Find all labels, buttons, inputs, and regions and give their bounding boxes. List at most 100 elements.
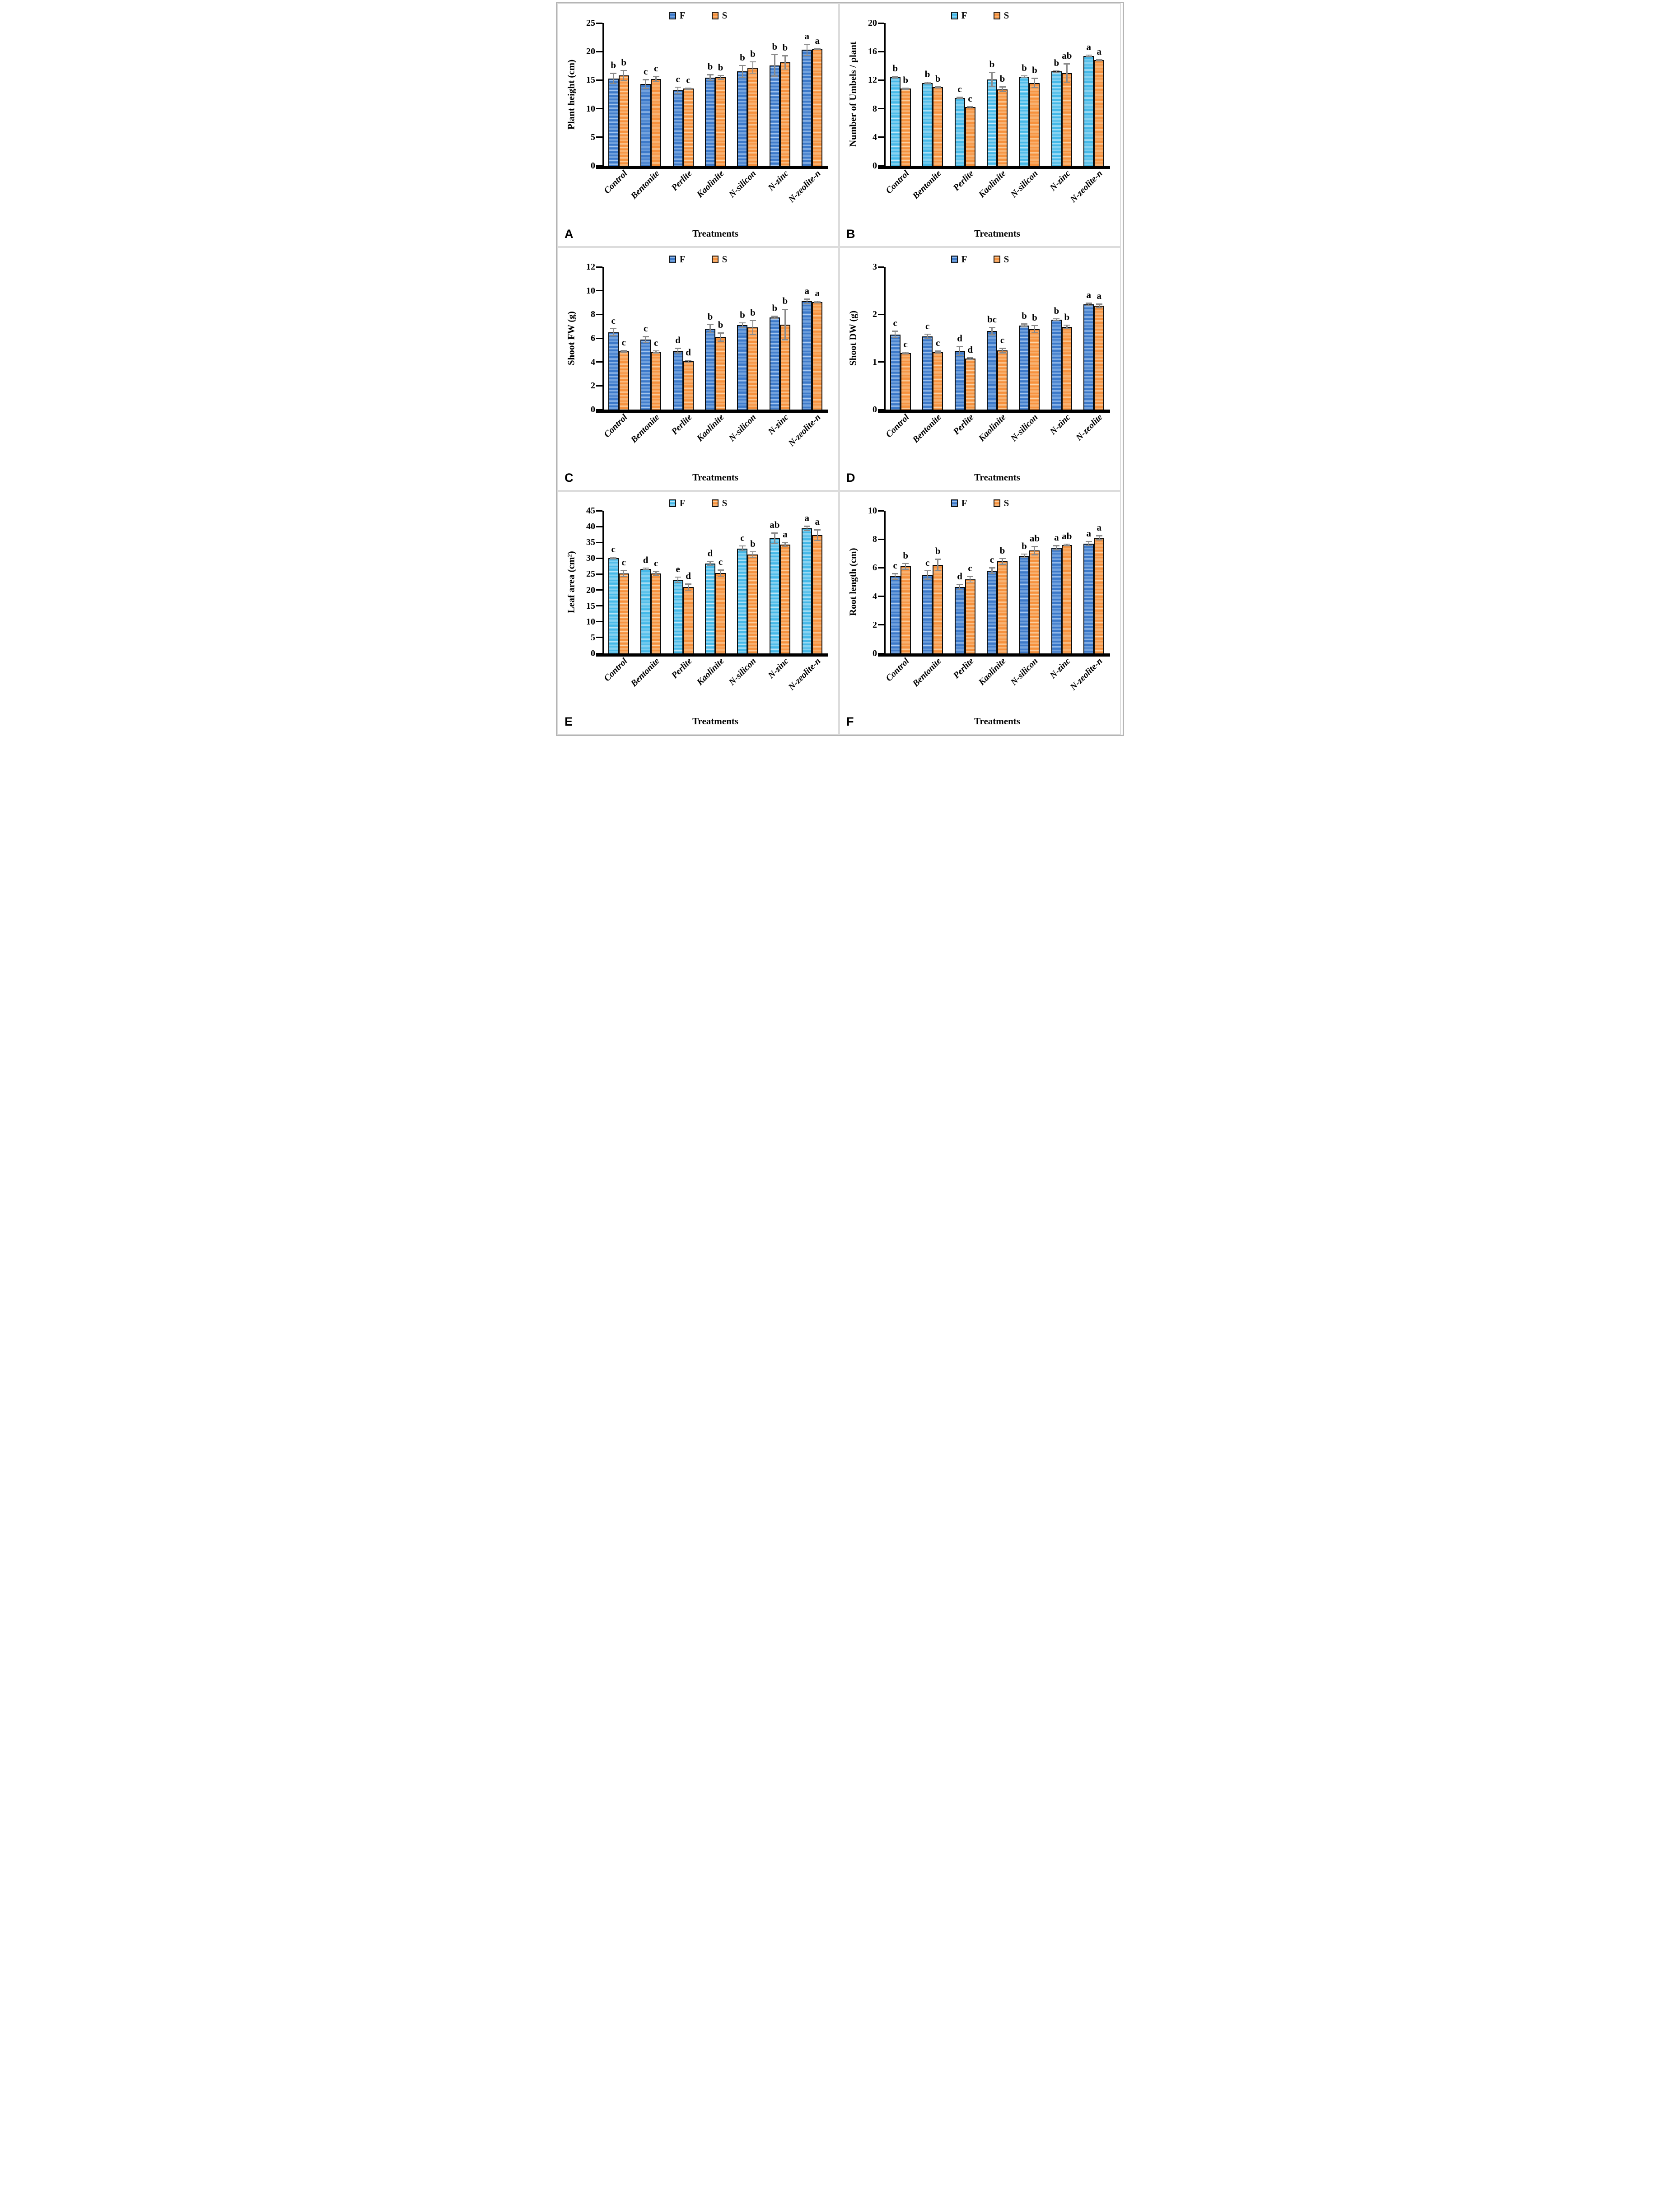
legend-swatch-f-icon xyxy=(669,499,676,507)
legend-item-f: F xyxy=(951,498,967,509)
significance-letter: c xyxy=(653,558,658,569)
y-tick-mark xyxy=(878,79,884,81)
y-tick-label: 2 xyxy=(873,620,877,630)
bar-f-perlite xyxy=(672,350,683,410)
bar-f-n-zeolite-n xyxy=(802,301,812,410)
significance-letter: b xyxy=(750,307,756,318)
significance-letter: b xyxy=(621,56,627,68)
panel-footer: D Treatments xyxy=(845,469,1115,485)
bar-f-bentonite xyxy=(640,84,651,166)
y-tick-mark xyxy=(596,605,602,607)
y-tick-label: 40 xyxy=(586,522,595,532)
y-tick-label: 35 xyxy=(586,537,595,548)
significance-letter: d xyxy=(957,332,962,344)
significance-letter: c xyxy=(893,560,897,571)
chart-row: Shoot FW (g) 0 2 4 6 8 10 12 c c c c d d b b b b b b a a Contr… xyxy=(564,262,833,469)
significance-letter: b xyxy=(772,303,778,314)
panel-letter: C xyxy=(565,471,574,485)
bar-s-n-zinc xyxy=(1061,73,1072,166)
significance-letter: b xyxy=(782,42,788,53)
y-tick-label: 10 xyxy=(868,506,877,516)
bar-s-n-zinc xyxy=(779,62,790,166)
panel-letter: F xyxy=(846,715,854,728)
legend-label-f: F xyxy=(679,9,686,21)
significance-letter: b xyxy=(903,550,909,561)
significance-letter: a xyxy=(815,35,820,46)
y-tick-mark xyxy=(878,165,884,167)
y-axis-line xyxy=(884,23,886,166)
chart-row: Plant height (cm) 0 5 10 15 20 25 b b c c c c b b b b b b a… xyxy=(564,18,833,225)
y-tick-label: 4 xyxy=(591,357,595,367)
bar-f-perlite xyxy=(672,580,683,653)
x-axis-line xyxy=(878,653,1110,657)
significance-letter: d xyxy=(686,347,691,358)
panel-D: F S Shoot DW (g) 0 1 2 3 c c c c d d bc c b b b b a a Control… xyxy=(839,247,1121,491)
figure-grid: F S Plant height (cm) 0 5 10 15 20 25 b b c c c c b b b b b… xyxy=(557,3,1123,735)
y-tick-label: 2 xyxy=(591,381,595,391)
legend-item-f: F xyxy=(951,254,967,265)
legend-item-f: F xyxy=(951,10,967,21)
bar-s-n-zeolite-n xyxy=(812,49,823,166)
y-tick-mark xyxy=(596,637,602,638)
significance-letter: c xyxy=(653,337,658,348)
y-tick-label: 0 xyxy=(873,648,877,658)
significance-letter: ab xyxy=(1062,530,1072,541)
bar-f-n-zeolite-n xyxy=(1083,543,1094,653)
y-tick-mark xyxy=(596,165,602,167)
significance-letter: b xyxy=(718,61,723,73)
x-labels: Control Bentonite Perlite Kaolinite N-silico… xyxy=(602,410,828,469)
y-tick-label: 4 xyxy=(873,591,877,601)
legend-item-s: S xyxy=(711,9,728,21)
x-axis-title: Treatments xyxy=(692,472,738,483)
significance-letter: a xyxy=(815,516,820,527)
bar-f-n-zinc xyxy=(769,65,780,166)
significance-letter: c xyxy=(1000,335,1005,346)
y-tick-mark xyxy=(878,361,884,363)
bar-f-n-zeolite-n xyxy=(1083,56,1094,166)
x-labels: Control Bentonite Perlite Kaolinite N-silico… xyxy=(884,653,1110,713)
bar-f-control xyxy=(890,77,901,166)
plot-column: 0 2 4 6 8 10 12 c c c c d d b b b b b b a a Control Bentonite P… xyxy=(579,262,833,469)
significance-letter: bc xyxy=(987,313,997,325)
y-tick-mark xyxy=(878,567,884,569)
legend-label-f: F xyxy=(961,253,967,265)
panel-footer: A Treatments xyxy=(564,225,833,242)
legend-label-s: S xyxy=(722,9,728,21)
significance-letter: c xyxy=(686,74,691,85)
significance-letter: c xyxy=(957,84,962,95)
legend-item-s: S xyxy=(993,254,1009,265)
significance-letter: b xyxy=(772,41,778,52)
y-tick-mark xyxy=(878,51,884,52)
legend-swatch-f-icon xyxy=(951,255,958,263)
bar-f-n-zinc xyxy=(769,317,780,410)
bar-f-n-zinc xyxy=(1051,548,1062,653)
significance-letter: c xyxy=(676,73,680,84)
y-tick-mark xyxy=(596,510,602,512)
panel-F: F S Root length (cm) 0 2 4 6 8 10 c b c b d c c b b ab a ab a… xyxy=(839,491,1121,735)
bar-s-bentonite xyxy=(651,352,662,410)
y-tick-mark xyxy=(878,313,884,315)
significance-letter: d xyxy=(957,570,962,582)
bar-s-bentonite xyxy=(933,352,943,410)
y-tick-label: 12 xyxy=(586,262,595,272)
bar-s-kaolinite xyxy=(997,350,1008,410)
y-tick-mark xyxy=(596,361,602,363)
y-axis-label: Leaf area (cm²) xyxy=(565,551,577,613)
bar-f-n-silicon xyxy=(737,325,748,410)
legend-label-s: S xyxy=(722,253,728,265)
bar-f-n-silicon xyxy=(1019,555,1030,653)
significance-letter: b xyxy=(999,73,1005,84)
bar-f-kaolinite xyxy=(987,79,997,166)
x-labels: Control Bentonite Perlite Kaolinite N-silico… xyxy=(602,166,828,225)
bar-s-n-zeolite-n xyxy=(1094,60,1105,166)
significance-letter: ab xyxy=(770,519,780,531)
y-tick-label: 4 xyxy=(873,132,877,142)
bar-s-n-zeolite-n xyxy=(812,535,823,653)
bar-f-perlite xyxy=(954,351,965,410)
y-tick-label: 8 xyxy=(591,309,595,320)
significance-letter: c xyxy=(653,62,658,74)
y-tick-mark xyxy=(596,573,602,575)
y-tick-mark xyxy=(596,290,602,292)
